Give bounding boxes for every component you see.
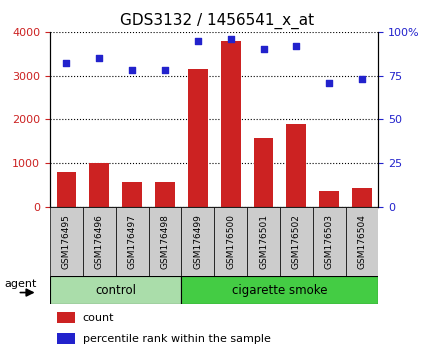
Text: GSM176503: GSM176503 [324,214,333,269]
Point [128,68,135,73]
Bar [50,276,181,304]
Bar [352,188,371,207]
Text: control: control [95,284,136,297]
Point [260,47,266,52]
Bar [279,207,312,276]
Bar [220,41,240,207]
Bar [312,207,345,276]
Bar [345,207,378,276]
Bar [50,207,82,276]
Text: cigarette smoke: cigarette smoke [232,284,327,297]
Bar [56,312,75,323]
Text: GSM176495: GSM176495 [62,214,71,269]
Point [358,76,365,82]
Text: GSM176497: GSM176497 [127,214,136,269]
Text: agent: agent [4,279,36,289]
Text: count: count [82,313,114,323]
Text: GSM176504: GSM176504 [357,214,366,269]
Text: GSM176499: GSM176499 [193,214,202,269]
Text: GSM176496: GSM176496 [95,214,104,269]
Point [292,43,299,49]
Bar [155,182,174,207]
Point [95,55,102,61]
Bar [122,182,141,207]
Bar [181,276,378,304]
Text: GSM176500: GSM176500 [226,214,235,269]
Bar [181,207,214,276]
Bar [115,207,148,276]
Point [161,68,168,73]
Text: GSM176498: GSM176498 [160,214,169,269]
Bar [214,207,247,276]
Bar [319,191,338,207]
Point [194,38,201,44]
Bar [286,124,306,207]
Bar [82,207,115,276]
Bar [187,69,207,207]
Text: GSM176502: GSM176502 [291,214,300,269]
Text: GSM176501: GSM176501 [258,214,267,269]
Bar [247,207,279,276]
Bar [56,172,76,207]
Bar [89,163,109,207]
Text: GDS3132 / 1456541_x_at: GDS3132 / 1456541_x_at [120,12,314,29]
Bar [253,138,273,207]
Point [227,36,233,42]
Point [63,61,70,66]
Point [325,80,332,86]
Bar [56,333,75,344]
Bar [148,207,181,276]
Text: percentile rank within the sample: percentile rank within the sample [82,333,270,344]
